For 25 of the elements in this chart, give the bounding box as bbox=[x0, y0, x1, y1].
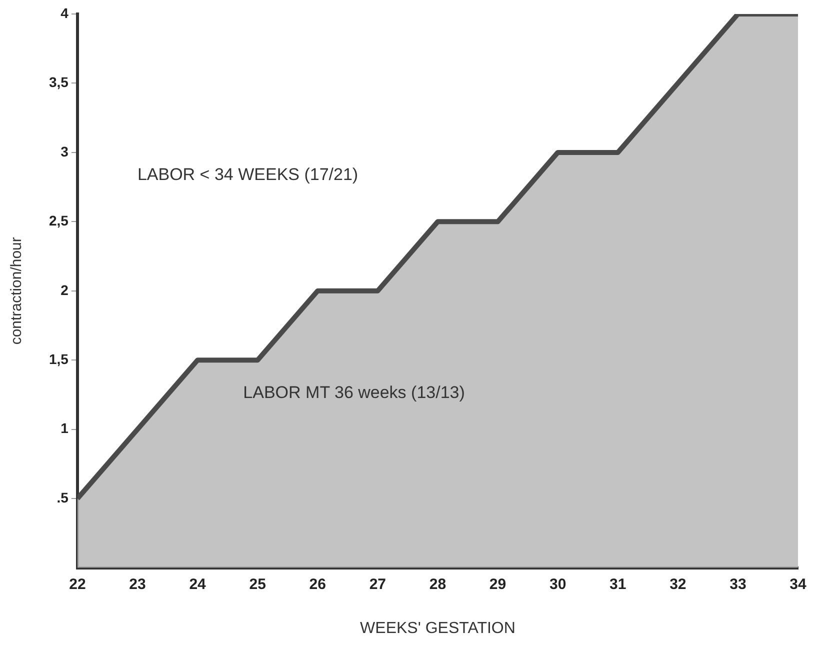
x-tick-label: 33 bbox=[730, 576, 746, 593]
y-tick-label: 2,5 bbox=[48, 212, 69, 229]
x-tick-label: 24 bbox=[189, 576, 207, 593]
y-tick-label: 4 bbox=[60, 4, 69, 21]
x-tick-label: 32 bbox=[670, 576, 686, 593]
x-tick-label: 34 bbox=[790, 576, 807, 593]
x-tick-label: 29 bbox=[489, 576, 506, 593]
y-tick-label: 1 bbox=[60, 420, 69, 436]
y-axis-title: contraction/hour bbox=[8, 237, 26, 345]
y-tick-label: 2 bbox=[60, 282, 69, 298]
x-tick-label: 22 bbox=[69, 576, 86, 593]
x-tick-label: 26 bbox=[309, 576, 326, 593]
x-tick-label: 31 bbox=[610, 576, 626, 593]
x-tick-label: 23 bbox=[129, 576, 146, 593]
y-tick-label: .5 bbox=[56, 489, 69, 506]
annotation: LABOR < 34 WEEKS (17/21) bbox=[137, 164, 358, 185]
x-axis-title: WEEKS' GESTATION bbox=[360, 620, 516, 637]
y-tick-label: 3,5 bbox=[48, 74, 69, 90]
x-tick-label: 25 bbox=[249, 576, 266, 593]
y-tick-label: 1,5 bbox=[48, 350, 69, 367]
x-tick-label: 27 bbox=[369, 576, 386, 593]
annotation: LABOR MT 36 weeks (13/13) bbox=[242, 382, 466, 404]
x-tick-label: 30 bbox=[549, 576, 566, 593]
y-tick-label: 3 bbox=[60, 143, 69, 160]
x-tick-label: 28 bbox=[429, 576, 446, 593]
